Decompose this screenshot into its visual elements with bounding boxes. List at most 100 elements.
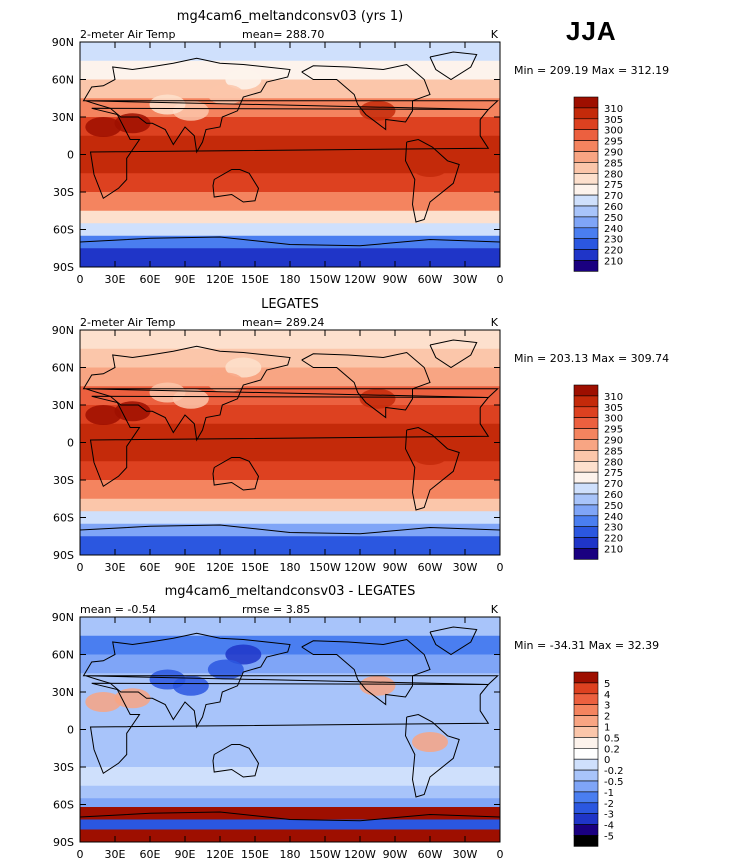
colorbar-label: 310	[604, 392, 623, 403]
coastline	[404, 138, 460, 223]
colorbar-swatch	[573, 194, 599, 207]
y-tick-label: 90S	[53, 549, 74, 562]
field-band	[80, 117, 500, 137]
field-band	[80, 819, 500, 831]
colorbar-swatch	[573, 493, 599, 506]
field-blob	[225, 69, 262, 90]
x-tick-label: 150W	[309, 561, 341, 574]
colorbar-swatch	[573, 450, 599, 462]
colorbar-label: -4	[604, 821, 614, 832]
colorbar-label: 290	[604, 148, 623, 159]
field-band	[80, 223, 500, 237]
colorbar-label: 0	[604, 755, 610, 766]
coastline	[212, 457, 260, 491]
field-band	[80, 154, 500, 174]
colorbar-label: 220	[604, 534, 623, 545]
x-tick-label: 150E	[241, 273, 269, 286]
panel-left-label: 2-meter Air Temp	[80, 316, 175, 329]
field-blob	[225, 644, 262, 665]
colorbar-label: 210	[604, 257, 623, 268]
panel-title: mg4cam6_meltandconsv03 (yrs 1)	[177, 9, 403, 24]
field-blob	[85, 692, 122, 712]
x-tick-label: 90E	[175, 848, 196, 861]
colorbar-swatch	[573, 238, 599, 250]
colorbar-label: -0.2	[604, 766, 624, 777]
colorbar-swatch	[573, 769, 599, 782]
y-tick-label: 30S	[53, 761, 74, 774]
x-tick-label: 150E	[241, 848, 269, 861]
panel-units: K	[491, 603, 499, 616]
coastline	[429, 51, 478, 81]
colorbar-label: 270	[604, 191, 623, 202]
panel-units: K	[491, 28, 499, 41]
coastline	[301, 638, 431, 706]
field-blob	[114, 113, 151, 134]
colorbar-label: 0.5	[604, 733, 620, 744]
field-band	[80, 523, 500, 537]
field-band	[80, 498, 500, 512]
x-tick-label: 0	[77, 848, 84, 861]
colorbar-swatch	[573, 395, 599, 408]
panel-left-label: mean = -0.54	[80, 603, 156, 616]
coastline	[80, 236, 500, 247]
colorbar-label: 210	[604, 545, 623, 556]
colorbar-label: 305	[604, 403, 623, 414]
colorbar-label: 285	[604, 446, 623, 457]
colorbar-swatch	[573, 162, 599, 174]
colorbar-label: -3	[604, 810, 614, 821]
x-tick-label: 0	[77, 561, 84, 574]
x-tick-label: 60W	[418, 273, 443, 286]
colorbar-swatch	[573, 471, 599, 484]
panel-title: mg4cam6_meltandconsv03 - LEGATES	[165, 584, 416, 599]
y-tick-label: 60N	[52, 74, 74, 87]
colorbar-swatch	[573, 682, 599, 695]
field-band	[80, 210, 500, 224]
panel-left-label: 2-meter Air Temp	[80, 28, 175, 41]
field-band	[80, 235, 500, 249]
x-tick-label: 90E	[175, 561, 196, 574]
colorbar-swatch	[573, 726, 599, 738]
coastline	[212, 169, 260, 203]
colorbar-label: 295	[604, 137, 623, 148]
x-tick-label: 30E	[105, 561, 126, 574]
colorbar-label: -5	[604, 832, 614, 843]
coastline	[301, 351, 431, 419]
field-blob	[412, 732, 448, 752]
colorbar-swatch	[573, 417, 599, 429]
field-band	[80, 767, 500, 787]
x-tick-label: 120E	[206, 561, 234, 574]
field-blob	[85, 405, 122, 425]
colorbar-label: 230	[604, 523, 623, 534]
colorbar-swatch	[573, 504, 599, 517]
coastline	[82, 632, 499, 729]
colorbar-swatch	[573, 96, 599, 109]
field-band	[80, 367, 500, 387]
colorbar-swatch	[573, 118, 599, 131]
colorbar-swatch	[573, 428, 599, 440]
panel-minmax: Min = 203.13 Max = 309.74	[514, 352, 669, 365]
colorbar-swatch	[573, 107, 599, 120]
y-tick-label: 60S	[53, 512, 74, 525]
x-tick-label: 180	[280, 273, 301, 286]
coastline	[429, 626, 478, 656]
colorbar-label: 275	[604, 180, 623, 191]
colorbar-swatch	[573, 737, 599, 749]
x-tick-label: 150W	[309, 848, 341, 861]
colorbar-swatch	[573, 747, 599, 760]
field-band	[80, 423, 500, 444]
x-tick-label: 120W	[344, 848, 376, 861]
field-band	[80, 173, 500, 193]
colorbar-label: -1	[604, 788, 614, 799]
x-tick-label: 180	[280, 561, 301, 574]
field-band	[80, 692, 500, 712]
y-tick-label: 90S	[53, 836, 74, 849]
field	[80, 617, 500, 842]
colorbar-swatch	[573, 460, 599, 473]
colorbar-swatch	[573, 780, 599, 793]
coastline	[89, 682, 490, 775]
field-band	[80, 785, 500, 799]
field-blob	[225, 357, 262, 378]
field-band	[80, 511, 500, 525]
colorbar-label: 1	[604, 723, 610, 734]
colorbar-label: 0.2	[604, 744, 620, 755]
